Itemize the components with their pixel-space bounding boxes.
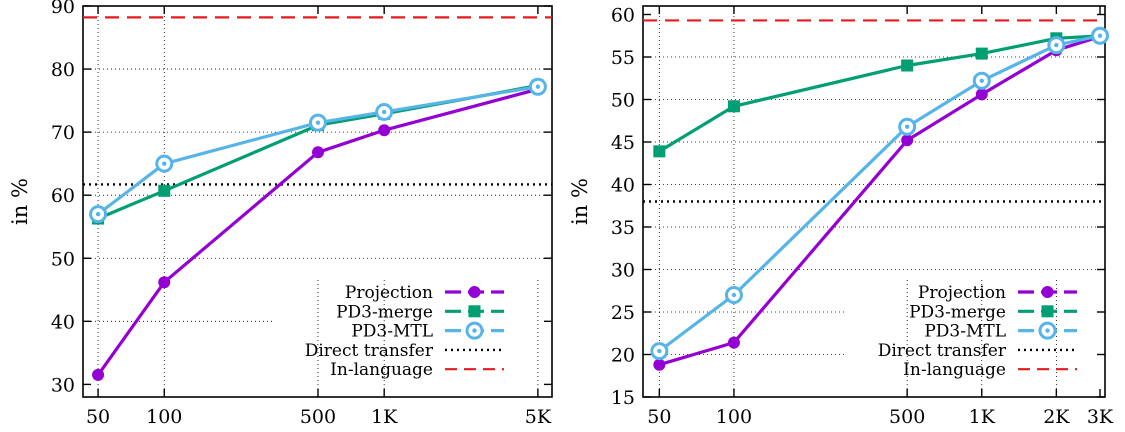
y-tick-label: 40 [611, 175, 635, 197]
legend-label: Projection [918, 283, 1006, 303]
legend-label: In-language [330, 360, 433, 380]
grid [643, 6, 1105, 397]
legend-item-direct-transfer: Direct transfer [878, 341, 1077, 361]
data-point [650, 342, 669, 361]
y-tick-label: 60 [51, 185, 75, 207]
legend-label: Direct transfer [878, 341, 1007, 361]
legend-marker [468, 286, 481, 298]
x-tick-label: 50 [86, 406, 110, 428]
data-point [653, 145, 666, 158]
legend-label: PD3-merge [909, 302, 1006, 322]
y-tick-label: 20 [611, 345, 635, 367]
x-tick-label: 1K [969, 406, 996, 428]
legend-label: Projection [345, 283, 433, 303]
data-point [975, 47, 988, 60]
legend-item-direct-transfer: Direct transfer [305, 341, 504, 361]
legend-item-in-language: In-language [330, 360, 504, 380]
series-line [658, 34, 1101, 153]
series-pd3-merge [653, 29, 1106, 158]
legend-label: Direct transfer [305, 341, 434, 361]
data-point [975, 88, 988, 101]
data-point [89, 205, 108, 224]
legend-item-projection: Projection [345, 283, 504, 303]
data-point [972, 71, 991, 90]
data-point [308, 113, 327, 132]
series-pd3-mtl [89, 77, 547, 224]
y-tick-label: 80 [51, 59, 75, 81]
data-point [528, 77, 547, 96]
x-tick-label: 2K [1043, 406, 1070, 428]
y-tick-label: 50 [611, 90, 635, 112]
y-tick-label: 15 [611, 387, 635, 409]
data-point [1091, 26, 1109, 45]
legend-marker [468, 305, 481, 318]
y-tick-label: 55 [611, 47, 635, 69]
x-tick-label: 500 [889, 406, 925, 428]
data-point [901, 134, 914, 147]
x-tick-label: 50 [647, 406, 671, 428]
data-point [158, 276, 171, 289]
data-point [92, 368, 105, 381]
y-tick-label: 90 [51, 0, 75, 18]
legend-item-pd3-mtl: PD3-MTL [351, 321, 504, 342]
y-tick-label: 70 [51, 122, 75, 144]
data-point [311, 146, 324, 159]
legend-label: PD3-merge [336, 302, 433, 322]
x-tick-label: 3K [1087, 406, 1114, 428]
legend-label: PD3-MTL [351, 322, 433, 342]
y-axis-label: in % [568, 178, 592, 225]
y-tick-label: 40 [51, 311, 75, 333]
legend-marker [1038, 321, 1057, 340]
plot-frame [642, 5, 1106, 398]
data-point [724, 286, 743, 304]
data-point [158, 184, 171, 197]
data-point [727, 100, 740, 113]
y-tick-label: 30 [51, 374, 75, 396]
data-point [155, 154, 174, 173]
x-tick-label: 500 [300, 406, 336, 428]
chart-panel-2: 15 20 25 30 35 40 45 50 55 60 50 100 500 1K 2K 3K in % Pr… [568, 5, 1114, 429]
x-tick-label: 5K [525, 406, 552, 428]
legend-label: In-language [903, 360, 1006, 380]
y-tick-label: 50 [51, 248, 75, 270]
legend-item-pd3-merge: PD3-merge [909, 302, 1077, 322]
series-line [658, 34, 1101, 353]
legend-marker [1041, 286, 1054, 298]
x-tick-label: 100 [716, 406, 752, 428]
data-point [653, 358, 666, 371]
y-tick-label: 35 [611, 217, 635, 239]
chart-panel-1: 30 40 50 60 70 80 90 50 100 500 1K 5K in % Projection… [8, 0, 553, 428]
x-tick-label: 1K [371, 406, 398, 428]
grid [83, 6, 552, 397]
y-tick-label: 25 [611, 302, 635, 324]
data-point [1047, 36, 1066, 55]
y-tick-label: 30 [611, 260, 635, 282]
data-point [901, 59, 914, 72]
data-point [898, 117, 917, 136]
legend-item-in-language: In-language [903, 360, 1077, 380]
plot-frame [82, 5, 553, 398]
data-point [378, 124, 391, 137]
y-axis-label: in % [8, 178, 32, 225]
legend-label: PD3-MTL [924, 322, 1006, 342]
legend-item-projection: Projection [918, 283, 1077, 303]
data-point [727, 336, 740, 349]
legend-marker [465, 321, 484, 340]
legend-item-pd3-mtl: PD3-MTL [924, 321, 1077, 342]
y-tick-label: 60 [611, 5, 635, 27]
y-tick-label: 45 [611, 132, 635, 154]
legend-marker [1041, 305, 1054, 318]
legend-item-pd3-merge: PD3-merge [336, 302, 504, 322]
x-tick-label: 100 [146, 406, 182, 428]
data-point [375, 102, 394, 121]
series-pd3-mtl [650, 26, 1109, 361]
